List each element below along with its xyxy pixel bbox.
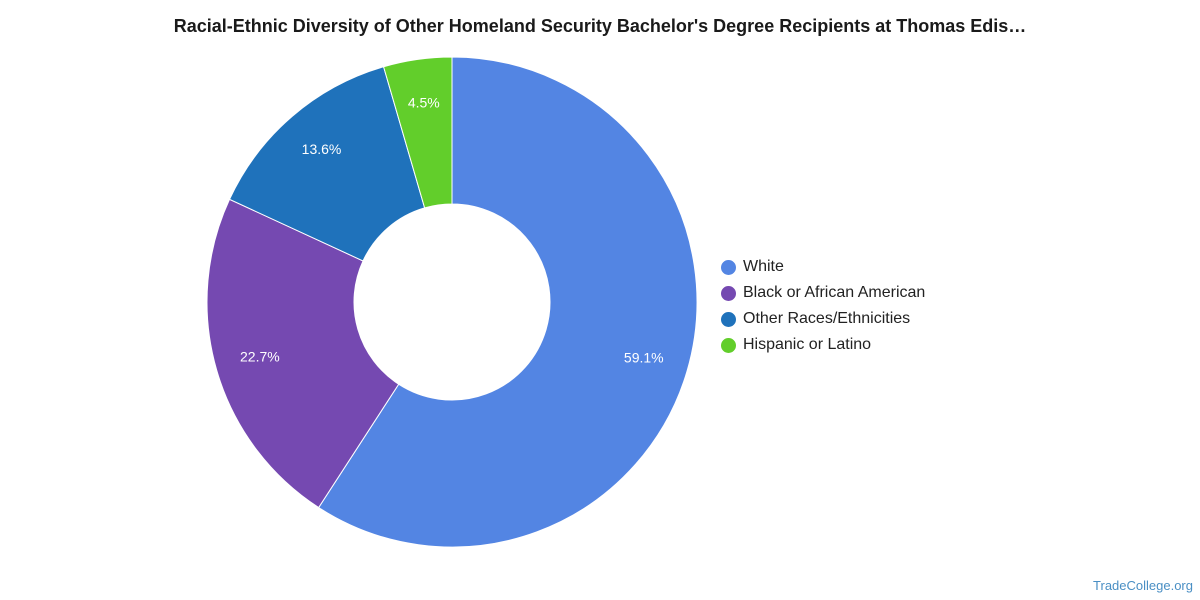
legend-swatch (721, 285, 736, 301)
legend-item-black-or-african-american[interactable]: Black or African American (721, 280, 925, 306)
watermark-link[interactable]: TradeCollege.org (1093, 578, 1193, 593)
donut-slice-other-races-ethnicities[interactable] (228, 66, 426, 262)
donut-slice-white[interactable] (317, 56, 698, 548)
legend-swatch (721, 311, 736, 327)
legend-label: Hispanic or Latino (743, 336, 872, 353)
chart-title: Racial-Ethnic Diversity of Other Homelan… (173, 16, 1027, 36)
slice-value-label: 59.1% (624, 349, 664, 365)
legend-item-white[interactable]: White (721, 254, 925, 280)
legend-swatch (721, 259, 736, 275)
slice-value-label: 13.6% (302, 141, 342, 157)
legend-label: Other Races/Ethnicities (743, 310, 911, 327)
legend-label: Black or African American (743, 284, 926, 301)
legend-swatch (721, 337, 736, 353)
chart-legend: White Black or African American Other Ra… (721, 254, 925, 358)
legend-label: White (743, 258, 784, 275)
slice-value-label: 4.5% (408, 95, 440, 111)
legend-item-other-races[interactable]: Other Races/Ethnicities (721, 306, 925, 332)
donut-slice-hispanic-or-latino[interactable] (382, 56, 453, 209)
donut-slice-black-or-african-american[interactable] (206, 198, 400, 509)
slice-value-label: 22.7% (240, 348, 280, 364)
legend-item-hispanic-or-latino[interactable]: Hispanic or Latino (721, 332, 925, 358)
